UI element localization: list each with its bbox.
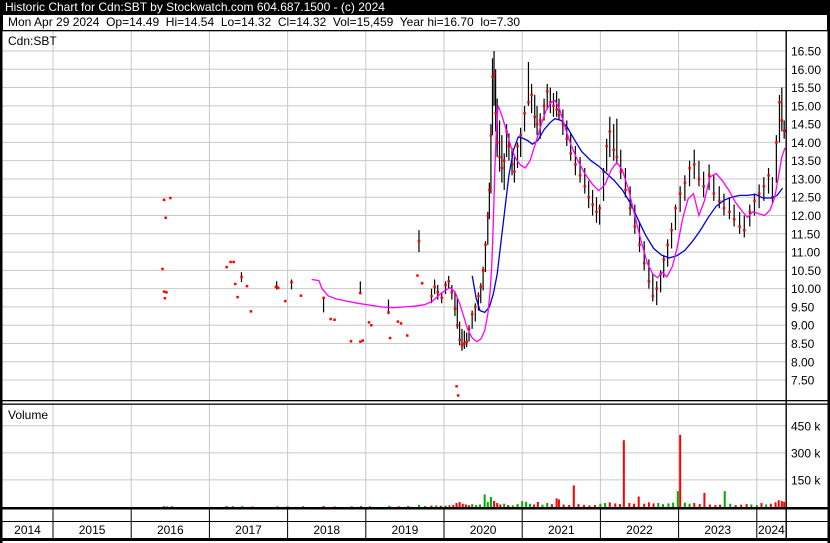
- price-tick-label: 10.50: [791, 264, 821, 278]
- price-axis-labels: 16.50 16.00 15.50 15.00 14.50 14.00 13.50 13.00…: [791, 45, 821, 388]
- volume-bars-layer: [163, 434, 786, 507]
- price-tick-label: 15.00: [791, 99, 821, 113]
- symbol-label: Cdn:SBT: [8, 34, 57, 48]
- fast-ma-line: [311, 99, 786, 343]
- title-bar: Historic Chart for Cdn:SBT by Stockwatch…: [0, 0, 830, 15]
- price-tick-label: 16.50: [791, 45, 821, 59]
- chart-canvas: 16.50 16.00 15.50 15.00 14.50 14.00 13.50 13.00…: [0, 30, 830, 543]
- year-label: 2018: [313, 523, 340, 537]
- price-tick-label: 9.50: [791, 300, 815, 314]
- year-label: 2019: [392, 523, 419, 537]
- slow-ma-line: [471, 117, 784, 314]
- price-tick-label: 13.50: [791, 154, 821, 168]
- volume-panel-label: Volume: [8, 408, 48, 422]
- volume-axis-labels: 450 k 300 k 150 k: [791, 419, 821, 487]
- price-tick-label: 12.50: [791, 191, 821, 205]
- price-tick-label: 14.00: [791, 136, 821, 150]
- price-tick-label: 11.00: [791, 246, 820, 260]
- year-label: 2020: [470, 523, 497, 537]
- price-tick-label: 7.50: [791, 374, 815, 388]
- volume-tick-label: 450 k: [791, 419, 821, 433]
- year-label: 2023: [704, 523, 731, 537]
- volume-tick-label: 300 k: [791, 446, 821, 460]
- price-tick-label: 11.50: [791, 227, 820, 241]
- quote-bar: Mon Apr 29 2024 Op=14.49 Hi=14.54 Lo=14.…: [0, 15, 830, 30]
- price-tick-label: 12.00: [791, 209, 821, 223]
- year-label: 2014: [14, 523, 41, 537]
- price-tick-label: 8.00: [791, 355, 815, 369]
- price-tick-label: 16.00: [791, 63, 821, 77]
- price-tick-label: 8.50: [791, 337, 815, 351]
- price-tick-label: 13.00: [791, 172, 821, 186]
- year-label: 2021: [548, 523, 575, 537]
- year-label: 2022: [626, 523, 653, 537]
- close-dots-layer: [161, 71, 786, 397]
- panel-borders: [0, 30, 830, 543]
- gridlines-layer: [2, 30, 786, 507]
- year-label: 2015: [79, 523, 106, 537]
- price-tick-label: 14.50: [791, 118, 821, 132]
- year-axis-labels: 2014 2015 2016 2017 2018 2019 2020 2021 2022 2023…: [14, 523, 785, 537]
- volume-tick-label: 150 k: [791, 473, 821, 487]
- price-tick-label: 15.50: [791, 81, 821, 95]
- price-bars-layer: [240, 51, 785, 351]
- year-label: 2024: [758, 523, 785, 537]
- price-tick-label: 9.00: [791, 319, 815, 333]
- year-label: 2017: [235, 523, 262, 537]
- price-tick-label: 10.00: [791, 282, 821, 296]
- year-label: 2016: [157, 523, 184, 537]
